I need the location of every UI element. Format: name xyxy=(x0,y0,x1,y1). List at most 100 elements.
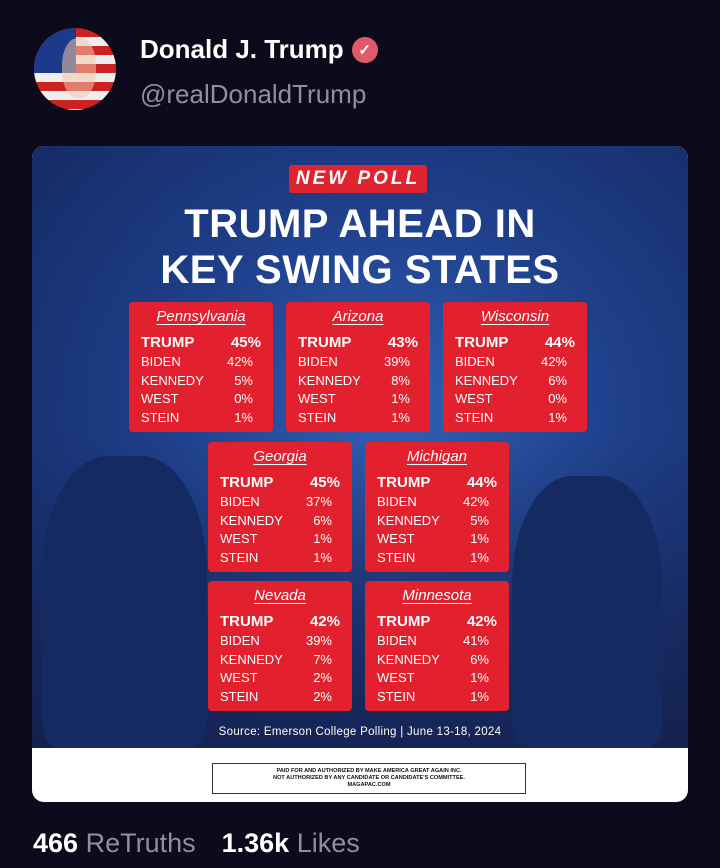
candidate-row: WEST 1% xyxy=(377,530,497,549)
candidate-percent: 1% xyxy=(391,409,410,425)
candidate-percent: 6% xyxy=(470,651,489,667)
candidate-percent: 44% xyxy=(544,334,575,351)
source-text: Source: Emerson College Polling | June 1… xyxy=(218,726,502,738)
title-line-1: TRUMP AHEAD IN xyxy=(184,202,536,246)
avatar[interactable] xyxy=(34,28,116,110)
retruths-count: 466 xyxy=(33,828,79,858)
candidate-percent: 2% xyxy=(313,670,332,685)
candidate-name: BIDEN xyxy=(220,494,260,509)
candidate-name: WEST xyxy=(455,391,493,406)
candidate-percent: 37% xyxy=(305,494,332,509)
candidate-row: KENNEDY 6% xyxy=(377,651,497,670)
candidate-percent: 0% xyxy=(234,391,253,406)
candidate-row: STEIN 1% xyxy=(220,549,340,568)
candidate-percent: 2% xyxy=(313,688,332,704)
state-poll-box-georgia: Georgia TRUMP 45% BIDEN 37% KENNEDY 6% WEST 1% ST… xyxy=(208,442,352,572)
candidate-name: STEIN xyxy=(377,549,416,565)
candidate-row: KENNEDY 8% xyxy=(298,372,418,391)
candidate-row: WEST 1% xyxy=(220,530,340,549)
candidate-row: STEIN 1% xyxy=(377,549,497,568)
candidate-name: WEST xyxy=(298,391,336,406)
candidate-name: BIDEN xyxy=(377,633,417,648)
disclaimer-line: PAID FOR AND AUTHORIZED BY MAKE AMERICA … xyxy=(276,768,462,774)
candidate-row: TRUMP 43% xyxy=(298,333,418,353)
candidate-percent: 1% xyxy=(313,531,332,546)
candidate-name: WEST xyxy=(220,670,258,685)
candidate-percent: 1% xyxy=(470,531,489,546)
candidate-row: WEST 1% xyxy=(298,390,418,409)
candidate-row: WEST 0% xyxy=(141,390,261,409)
candidate-percent: 1% xyxy=(470,549,489,565)
candidate-name: BIDEN xyxy=(377,494,417,509)
candidate-row: TRUMP 42% xyxy=(220,612,340,632)
retruths-stat[interactable]: 466 ReTruths xyxy=(33,828,196,859)
candidate-percent: 8% xyxy=(391,372,410,388)
state-poll-box-michigan: Michigan TRUMP 44% BIDEN 42% KENNEDY 5% WEST 1% S… xyxy=(365,442,509,572)
candidate-name: TRUMP xyxy=(220,613,274,630)
candidate-name: TRUMP xyxy=(220,474,274,491)
likes-stat[interactable]: 1.36k Likes xyxy=(222,828,360,859)
candidate-name: WEST xyxy=(141,391,179,406)
candidate-name: TRUMP xyxy=(141,334,195,351)
candidate-name: KENNEDY xyxy=(455,372,518,388)
state-poll-box-minnesota: Minnesota TRUMP 42% BIDEN 41% KENNEDY 6% WEST 1%… xyxy=(365,581,509,711)
candidate-name: TRUMP xyxy=(377,613,431,630)
candidate-row: WEST 0% xyxy=(455,390,575,409)
disclaimer-line: MAGAPAC.COM xyxy=(347,782,391,788)
likes-count: 1.36k xyxy=(221,828,290,858)
title-line-2: KEY SWING STATES xyxy=(160,248,560,292)
candidate-percent: 1% xyxy=(391,391,410,406)
state-name: Nevada xyxy=(254,587,306,604)
state-poll-box-nevada: Nevada TRUMP 42% BIDEN 39% KENNEDY 7% WEST 2% STE… xyxy=(208,581,352,711)
candidate-row: TRUMP 44% xyxy=(455,333,575,353)
candidate-row: BIDEN 39% xyxy=(298,353,418,372)
disclaimer-line: NOT AUTHORIZED BY ANY CANDIDATE OR CANDI… xyxy=(273,775,465,781)
candidate-name: BIDEN xyxy=(141,354,181,369)
user-handle[interactable]: @realDonaldTrump xyxy=(140,79,367,109)
candidate-name: WEST xyxy=(377,531,415,546)
candidate-row: STEIN 1% xyxy=(298,409,418,428)
candidate-name: WEST xyxy=(377,670,415,685)
candidate-name: KENNEDY xyxy=(220,651,283,667)
candidate-row: BIDEN 42% xyxy=(455,353,575,372)
state-name: Georgia xyxy=(253,448,307,465)
candidate-row: WEST 2% xyxy=(220,669,340,688)
poll-poster: NEW POLL TRUMP AHEAD IN KEY SWING STATES… xyxy=(32,146,688,748)
candidate-row: STEIN 2% xyxy=(220,688,340,707)
candidate-row: STEIN 1% xyxy=(377,688,497,707)
candidate-row: KENNEDY 6% xyxy=(455,372,575,391)
candidate-percent: 6% xyxy=(313,512,332,528)
candidate-name: BIDEN xyxy=(220,633,260,648)
candidate-row: TRUMP 45% xyxy=(220,473,340,493)
state-name: Wisconsin xyxy=(480,308,550,325)
candidate-name: STEIN xyxy=(220,688,259,704)
candidate-name: STEIN xyxy=(220,549,259,565)
display-name-text: Donald J. Trump xyxy=(140,34,344,64)
candidate-row: KENNEDY 5% xyxy=(377,512,497,531)
candidate-name: TRUMP xyxy=(298,334,352,351)
candidate-name: BIDEN xyxy=(298,354,338,369)
candidate-percent: 42% xyxy=(466,613,497,630)
candidate-percent: 5% xyxy=(234,372,253,388)
candidate-name: TRUMP xyxy=(455,334,509,351)
candidate-name: KENNEDY xyxy=(377,512,440,528)
candidate-row: KENNEDY 7% xyxy=(220,651,340,670)
post-image[interactable]: NEW POLL TRUMP AHEAD IN KEY SWING STATES… xyxy=(32,146,688,802)
likes-label: Likes xyxy=(296,828,360,858)
trump-right-photo xyxy=(512,476,662,748)
candidate-percent: 6% xyxy=(548,372,567,388)
candidate-percent: 45% xyxy=(230,334,261,351)
retruths-label: ReTruths xyxy=(85,828,196,858)
state-poll-box-arizona: Arizona TRUMP 43% BIDEN 39% KENNEDY 8% WEST 1% ST… xyxy=(286,302,430,432)
candidate-percent: 7% xyxy=(313,651,332,667)
candidate-row: BIDEN 41% xyxy=(377,632,497,651)
display-name[interactable]: Donald J. Trump ✓ xyxy=(140,34,378,65)
candidate-row: TRUMP 45% xyxy=(141,333,261,353)
post-stats: 466 ReTruths 1.36k Likes xyxy=(33,828,360,859)
state-name: Arizona xyxy=(332,308,384,325)
trump-left-photo xyxy=(42,456,207,748)
state-name: Minnesota xyxy=(402,587,472,604)
candidate-name: STEIN xyxy=(377,688,416,704)
candidate-name: BIDEN xyxy=(455,354,495,369)
candidate-row: STEIN 1% xyxy=(141,409,261,428)
